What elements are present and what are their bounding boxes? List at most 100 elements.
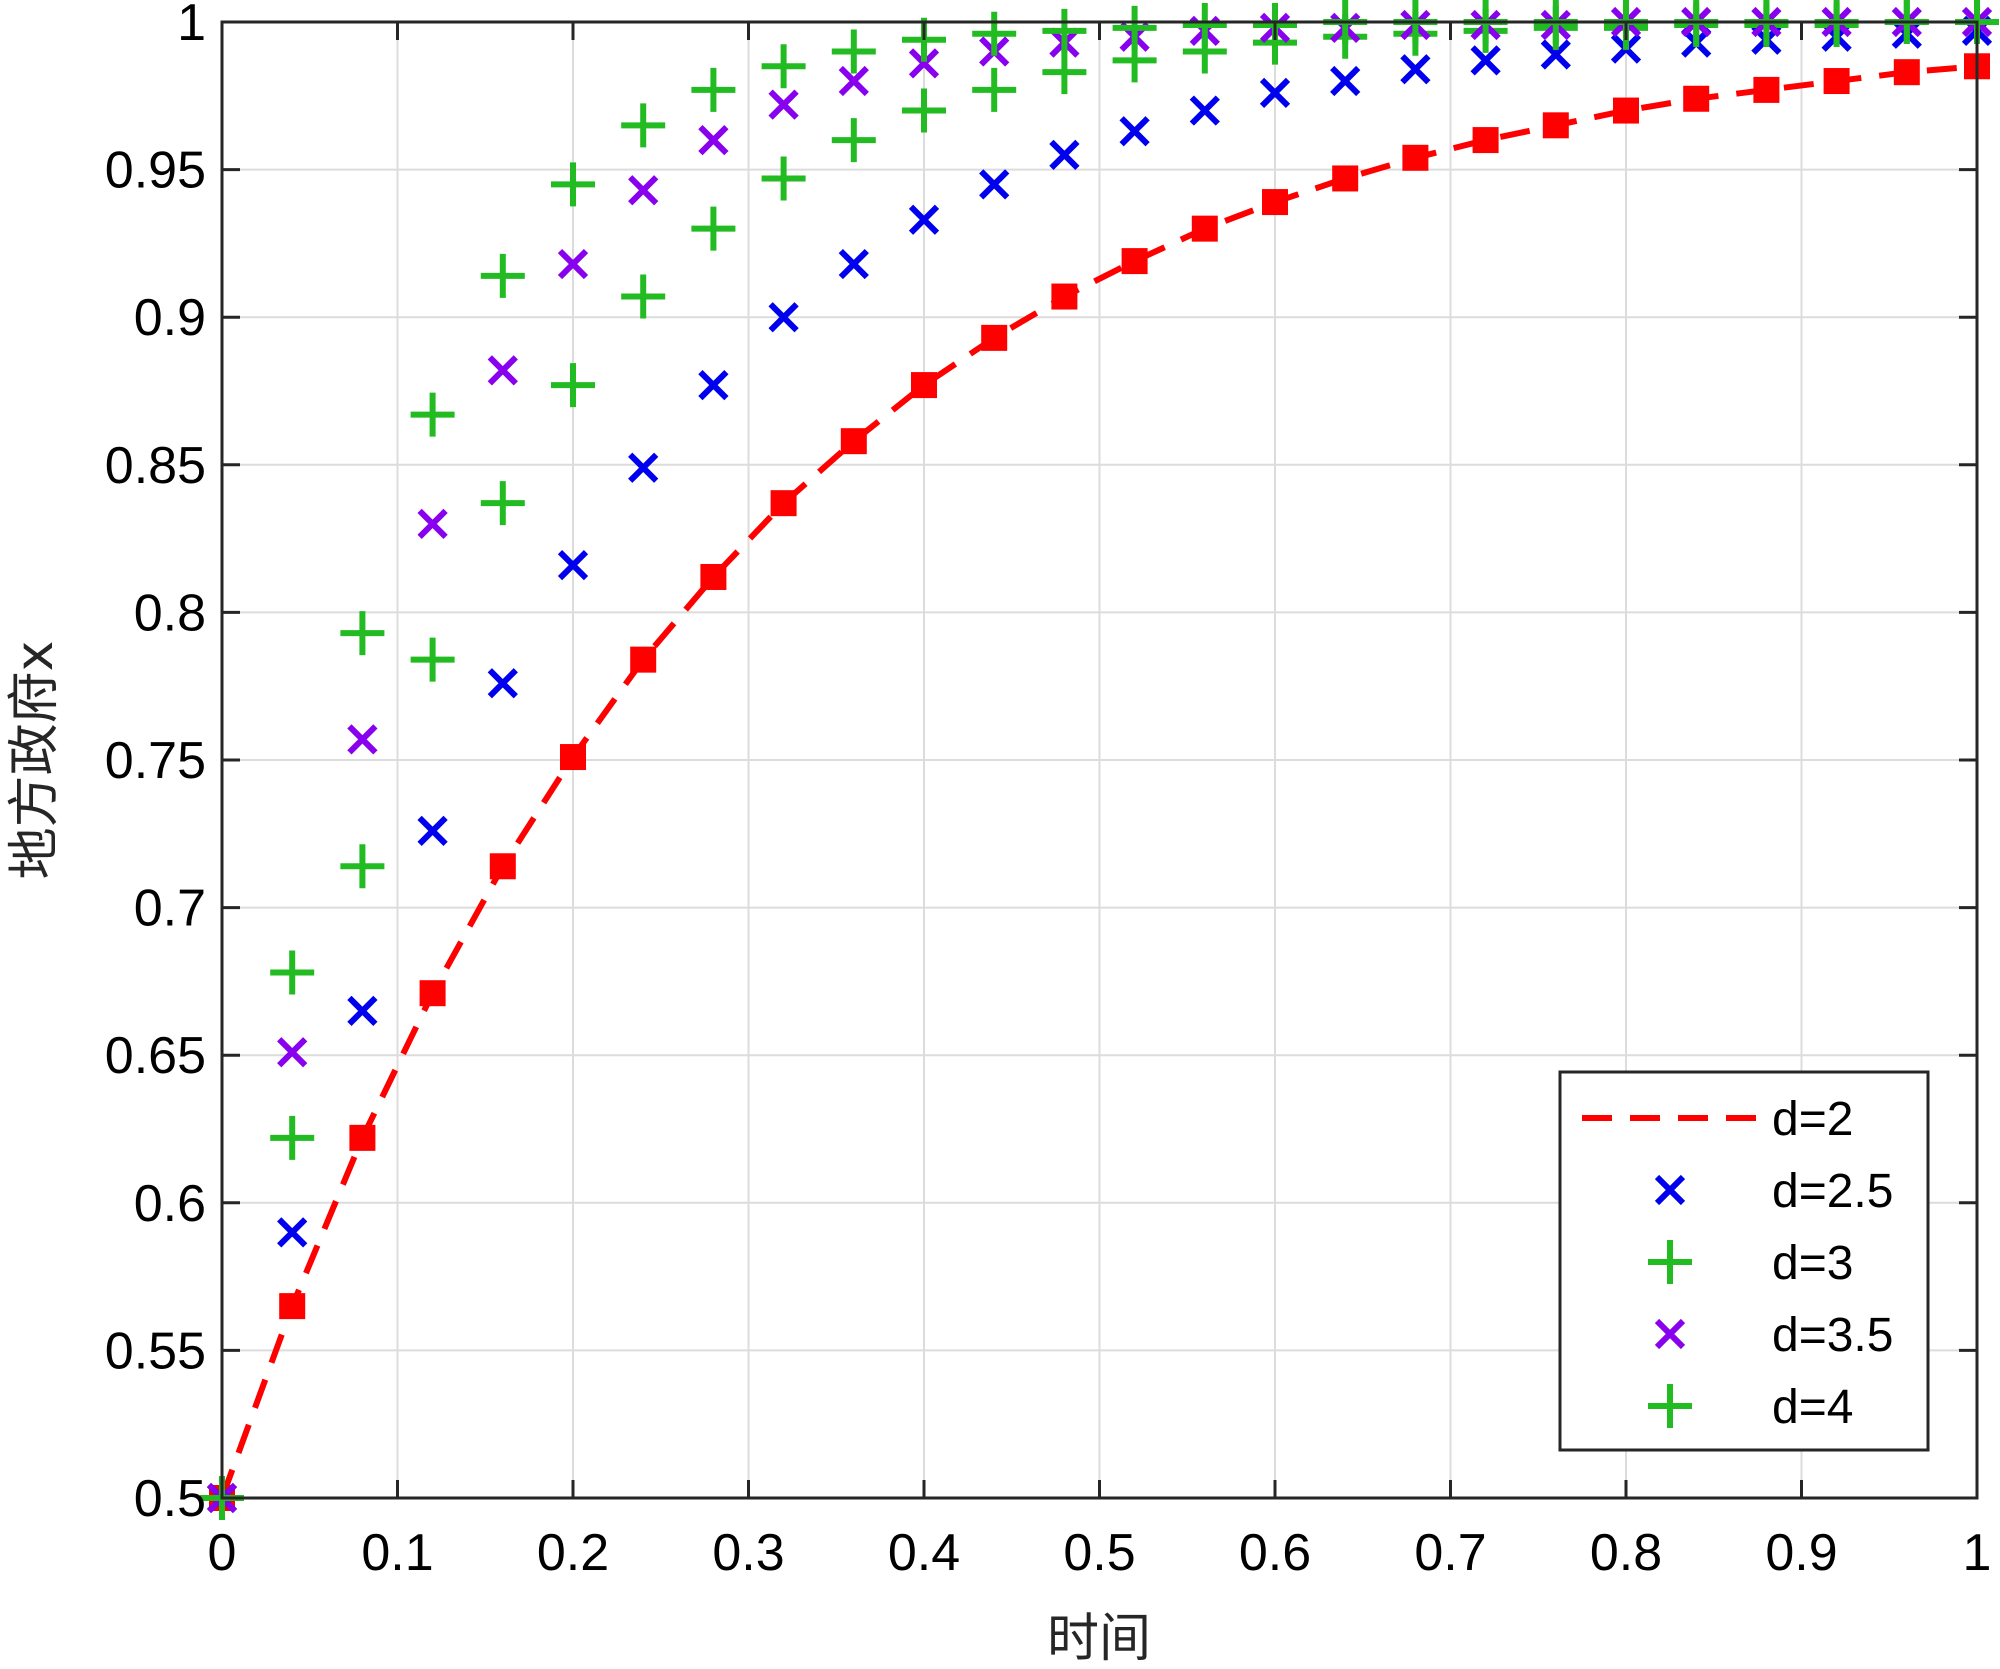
data-point (691, 67, 736, 112)
data-point (557, 550, 589, 581)
data-point (487, 355, 518, 386)
data-point (1049, 139, 1080, 170)
data-point (840, 428, 867, 455)
legend: d=2 d=2.5 d=3 d=3.5 d=4 (1558, 1070, 1930, 1452)
data-point (1472, 127, 1499, 154)
data-point (480, 481, 525, 526)
y-tick-label: 0.5 (134, 1470, 206, 1528)
data-point (698, 369, 729, 401)
data-point (1119, 116, 1150, 147)
data-point (480, 253, 525, 298)
y-tick-label: 0.8 (134, 584, 206, 642)
data-point (838, 248, 869, 280)
data-point (1470, 45, 1501, 76)
data-point (831, 29, 876, 74)
data-point (1330, 65, 1361, 97)
data-point (279, 1293, 306, 1320)
data-point (277, 1037, 308, 1068)
y-tick-label: 0.85 (105, 437, 206, 495)
data-point (1893, 59, 1920, 86)
x-tick-label: 0.4 (888, 1524, 960, 1582)
data-point (908, 204, 940, 235)
legend-label: d=3.5 (1772, 1309, 1893, 1362)
data-point (761, 44, 806, 89)
data-point (972, 11, 1017, 56)
data-point (761, 156, 806, 201)
data-point (768, 89, 799, 120)
data-point (621, 274, 666, 319)
data-point (551, 363, 595, 408)
data-point (979, 169, 1010, 200)
data-point (1182, 2, 1227, 47)
data-point (628, 452, 659, 483)
data-point (347, 995, 378, 1027)
x-tick-label: 0.8 (1590, 1524, 1662, 1582)
data-point (1051, 283, 1078, 310)
data-point (768, 302, 799, 333)
legend-marker (1654, 1318, 1686, 1350)
x-tick-label: 1 (1963, 1524, 1992, 1582)
data-point (349, 1124, 376, 1151)
ticks: 0 0.1 0.2 0.3 0.4 0.5 0.6 0.7 0.8 0.9 1 0.5 0.55 0.6 0… (105, 0, 1992, 1582)
y-axis-title: 地方政府x (5, 641, 65, 880)
data-point (1042, 50, 1087, 95)
legend-label: d=2 (1772, 1093, 1853, 1146)
data-point (487, 668, 518, 699)
data-point (981, 324, 1008, 351)
legend-marker (1654, 1174, 1686, 1206)
data-point (270, 1115, 315, 1160)
x-tick-label: 0.2 (537, 1524, 609, 1582)
x-axis-title: 时间 (1047, 1609, 1151, 1669)
data-point (417, 815, 448, 846)
data-point (340, 611, 385, 656)
legend-box (1558, 1070, 1930, 1452)
data-point (1542, 112, 1569, 139)
data-point (911, 372, 937, 399)
data-point (277, 1217, 308, 1248)
x-tick-label: 0.9 (1765, 1524, 1837, 1582)
data-point (621, 103, 666, 148)
legend-item: d=3.5 (1654, 1309, 1893, 1362)
data-point (630, 646, 657, 673)
x-tick-label: 0.5 (1063, 1524, 1135, 1582)
y-tick-label: 0.55 (105, 1322, 206, 1380)
data-point (1191, 215, 1218, 242)
data-point (417, 508, 448, 539)
legend-label: d=3 (1772, 1237, 1853, 1290)
series-line (219, 63, 1978, 1500)
legend-item: d=2 (1582, 1093, 1853, 1146)
y-tick-label: 0.95 (105, 142, 206, 200)
y-tick-label: 0.65 (105, 1027, 206, 1085)
data-point (691, 206, 736, 251)
data-point (410, 392, 455, 437)
x-tick-label: 0 (208, 1524, 237, 1582)
data-point (902, 88, 946, 133)
data-point (489, 853, 516, 880)
data-point (770, 490, 797, 517)
data-point (628, 175, 659, 206)
data-point (1540, 39, 1571, 70)
x-tick-label: 0.7 (1414, 1524, 1486, 1582)
data-point (1112, 5, 1157, 50)
legend-item: d=3 (1648, 1237, 1853, 1290)
legend-marker (1648, 1240, 1692, 1284)
data-point (551, 162, 595, 207)
data-point (1683, 85, 1710, 112)
data-point (1613, 97, 1639, 124)
data-point (1121, 248, 1148, 275)
data-point (340, 844, 385, 889)
y-tick-label: 0.7 (134, 880, 206, 938)
x-tick-label: 0.3 (712, 1524, 784, 1582)
legend-item: d=2.5 (1654, 1165, 1893, 1218)
data-point (270, 950, 315, 995)
legend-marker (1648, 1384, 1692, 1428)
data-point (908, 48, 940, 79)
data-point (347, 724, 378, 755)
data-point (1262, 189, 1288, 216)
legend-item: d=4 (1648, 1381, 1853, 1434)
data-point (1259, 77, 1291, 108)
data-point (1753, 76, 1780, 103)
data-point (700, 563, 727, 590)
data-point (838, 65, 869, 97)
y-tick-label: 0.9 (134, 289, 206, 347)
